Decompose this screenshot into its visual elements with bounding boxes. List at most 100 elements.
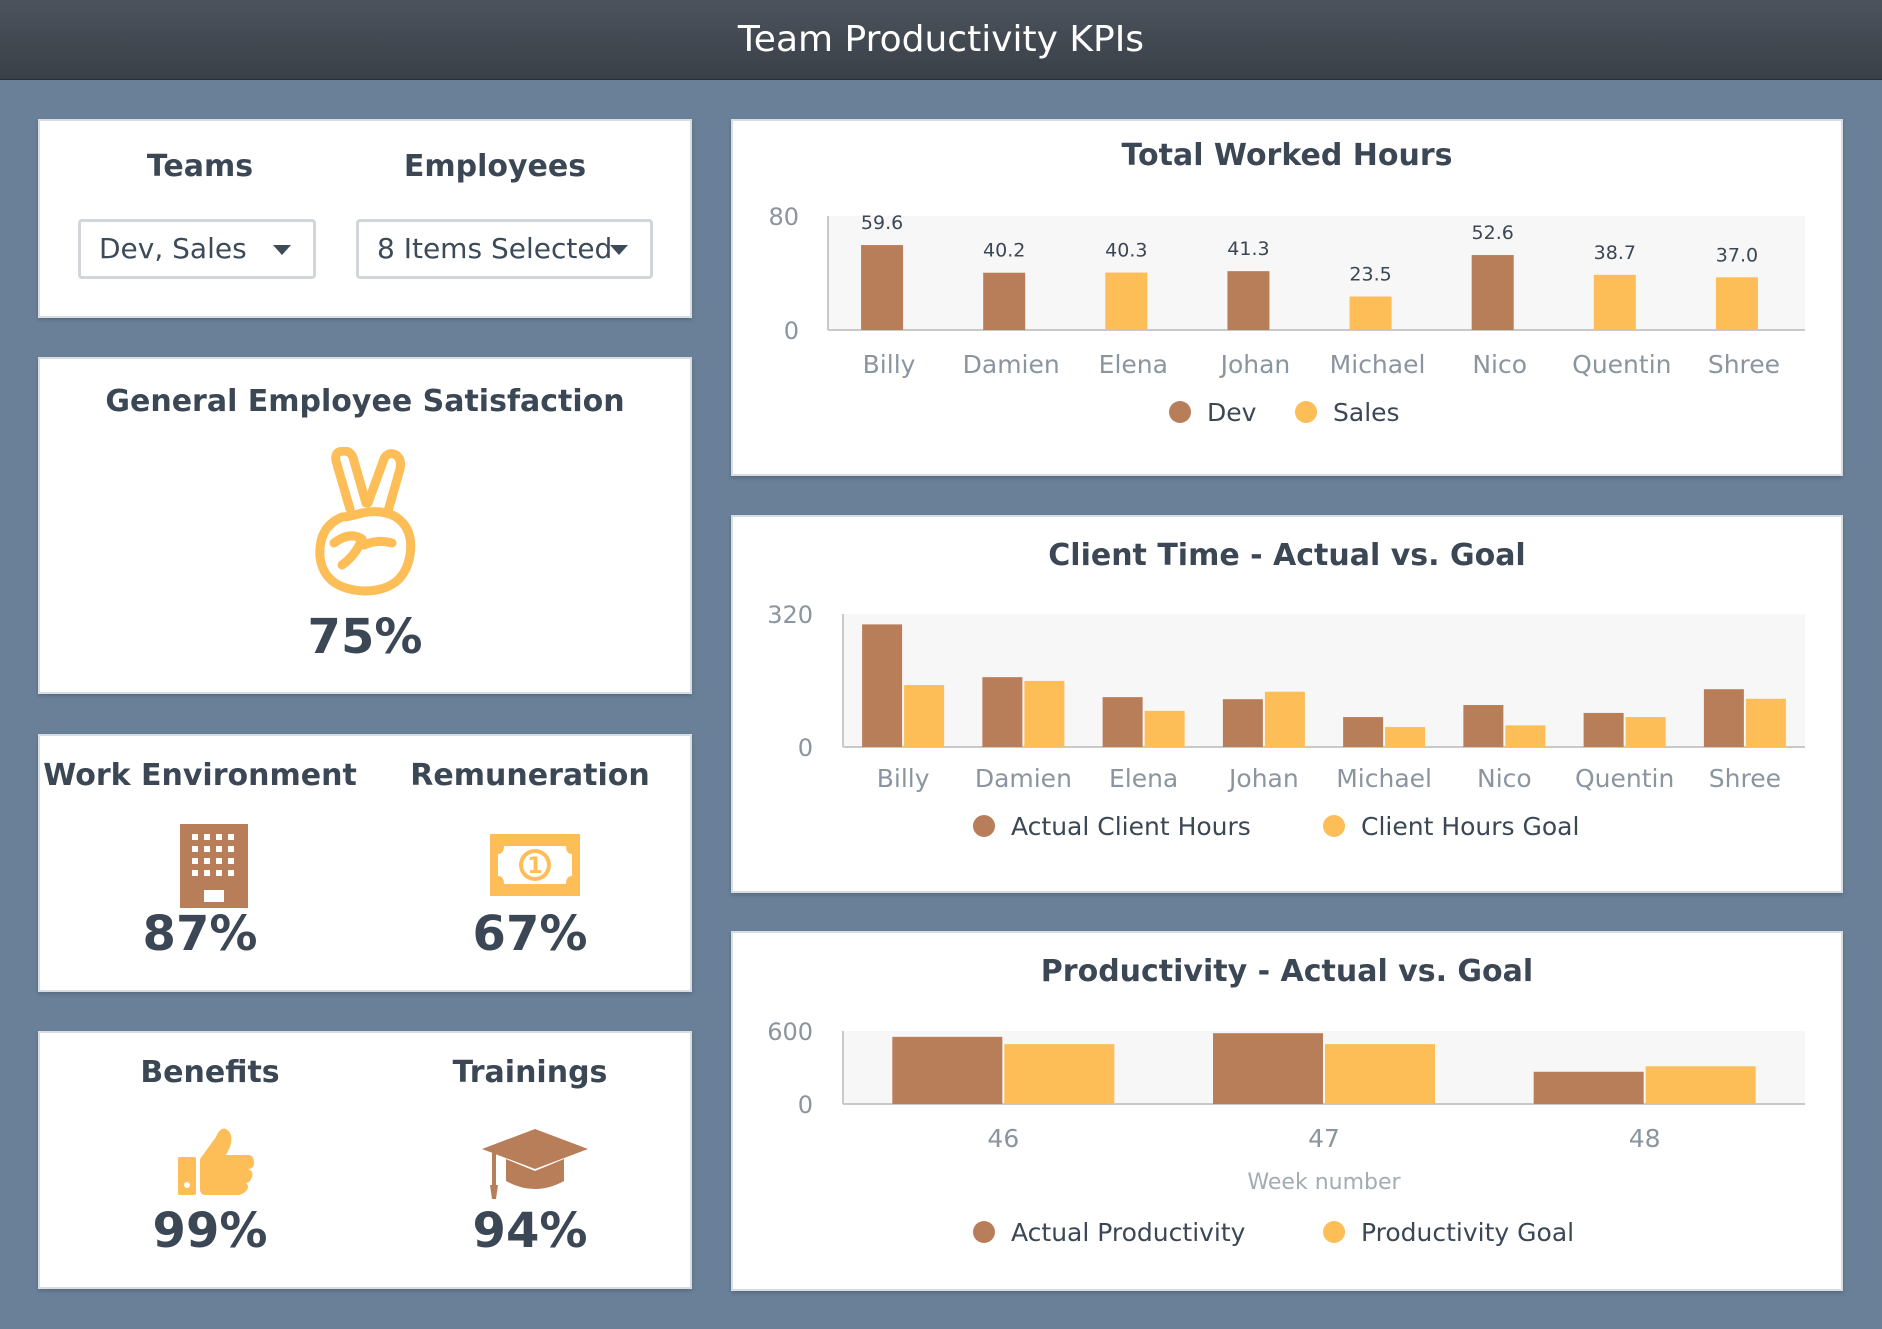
- satisfaction-value: 75%: [307, 609, 423, 665]
- productivity-chart: Productivity - Actual vs. Goal 0 600 46 47 48…: [767, 954, 1805, 1247]
- data-label: 37.0: [1716, 244, 1758, 266]
- legend-marker: [973, 1221, 995, 1243]
- x-tick-label: Billy: [877, 764, 930, 793]
- y-tick-label: 0: [798, 734, 813, 762]
- x-tick-label: Nico: [1472, 350, 1527, 379]
- benefits-value: 99%: [152, 1203, 268, 1259]
- chevron-down-icon: [273, 245, 291, 255]
- y-tick-label: 80: [768, 203, 799, 231]
- satisfaction-title: General Employee Satisfaction: [105, 384, 625, 419]
- x-tick-label: Quentin: [1575, 764, 1674, 793]
- bar: [982, 677, 1023, 747]
- employees-dropdown-value: 8 Items Selected: [377, 232, 613, 265]
- chart-title: Total Worked Hours: [1122, 138, 1453, 173]
- y-tick-label: 0: [798, 1091, 813, 1119]
- data-label: 38.7: [1594, 242, 1636, 264]
- peace-hand-icon: [312, 446, 422, 597]
- bar: [983, 272, 1026, 330]
- x-tick-label: Elena: [1109, 764, 1178, 793]
- employees-dropdown[interactable]: 8 Items Selected: [356, 219, 653, 279]
- bar: [1463, 705, 1504, 747]
- x-tick-label: Shree: [1708, 350, 1780, 379]
- legend-label: Productivity Goal: [1361, 1218, 1574, 1247]
- x-tick-label: Elena: [1099, 350, 1168, 379]
- data-label: 59.6: [861, 212, 903, 234]
- bar: [1343, 717, 1384, 747]
- x-tick-label: Damien: [975, 764, 1072, 793]
- chart-title: Client Time - Actual vs. Goal: [1048, 538, 1525, 573]
- teams-dropdown-value: Dev, Sales: [99, 232, 247, 265]
- x-tick-label: 46: [987, 1124, 1019, 1153]
- client-time-card: Client Time - Actual vs. Goal 0 320 Billy Da…: [731, 515, 1843, 893]
- legend-label: Dev: [1207, 398, 1257, 427]
- x-tick-label: Shree: [1709, 764, 1781, 793]
- chevron-down-icon: [610, 245, 628, 255]
- page-title: Team Productivity KPIs: [737, 19, 1145, 60]
- bar: [1745, 698, 1786, 747]
- x-tick-label: Michael: [1330, 350, 1426, 379]
- bar: [1703, 689, 1744, 747]
- bar: [1505, 725, 1546, 747]
- teams-label: Teams: [146, 149, 254, 184]
- total-worked-hours-chart: Total Worked Hours 0 80 Billy Damien Elena Joh…: [768, 138, 1805, 427]
- remuneration-value: 67%: [472, 906, 588, 962]
- data-label: 40.2: [983, 240, 1025, 262]
- bar: [1715, 277, 1758, 330]
- x-tick-label: Billy: [863, 350, 916, 379]
- bar: [1024, 680, 1065, 747]
- y-tick-label: 0: [784, 317, 799, 345]
- bar: [1264, 691, 1305, 747]
- bar: [861, 245, 904, 330]
- legend-label: Actual Client Hours: [1011, 812, 1251, 841]
- data-label: 52.6: [1472, 222, 1514, 244]
- work-environment-value: 87%: [142, 906, 258, 962]
- work-environment-label: Work Environment: [43, 758, 357, 793]
- bar: [1144, 710, 1185, 747]
- bar: [1222, 699, 1263, 747]
- bar: [1004, 1044, 1115, 1104]
- bar: [1533, 1071, 1644, 1104]
- data-label: 40.3: [1105, 240, 1147, 262]
- y-tick-label: 320: [767, 601, 813, 629]
- bar: [1102, 697, 1143, 747]
- bar: [904, 685, 945, 747]
- bar: [1325, 1044, 1435, 1104]
- x-tick-label: Johan: [1227, 764, 1299, 793]
- dashboard-header: Team Productivity KPIs: [0, 0, 1882, 80]
- bar: [1385, 727, 1426, 747]
- y-tick-label: 600: [767, 1018, 813, 1046]
- banknote-icon: 1: [490, 834, 582, 896]
- chart-title: Productivity - Actual vs. Goal: [1041, 954, 1533, 989]
- work-remuneration-card: Work Environment Remuneration 1 87% 67%: [38, 734, 692, 992]
- bar: [1105, 272, 1148, 330]
- legend-marker: [973, 815, 995, 837]
- x-axis-label: Week number: [1247, 1170, 1401, 1195]
- x-tick-label: Johan: [1219, 350, 1291, 379]
- legend-marker: [1295, 401, 1317, 423]
- svg-text:1: 1: [527, 854, 542, 879]
- x-tick-label: Quentin: [1572, 350, 1671, 379]
- plot-area: [843, 1031, 1805, 1104]
- satisfaction-card: General Employee Satisfaction 75%: [38, 357, 692, 694]
- legend-label: Client Hours Goal: [1361, 812, 1579, 841]
- bar: [1625, 717, 1666, 747]
- benefits-trainings-card: Benefits Trainings 99% 94%: [38, 1031, 692, 1289]
- benefits-label: Benefits: [140, 1055, 280, 1090]
- legend-label: Sales: [1333, 398, 1400, 427]
- productivity-card: Productivity - Actual vs. Goal 0 600 46 47 48…: [731, 931, 1843, 1291]
- remuneration-label: Remuneration: [410, 758, 650, 793]
- total-worked-hours-card: Total Worked Hours 0 80 Billy Damien Elena Joh…: [731, 119, 1843, 476]
- bar: [862, 624, 903, 747]
- legend-marker: [1323, 815, 1345, 837]
- plot-area: [828, 216, 1805, 330]
- filters-card: Teams Employees Dev, Sales 8 Items Selec…: [38, 119, 692, 318]
- bar: [1227, 271, 1270, 330]
- legend-marker: [1323, 1221, 1345, 1243]
- bar: [1593, 274, 1636, 330]
- data-label: 23.5: [1349, 264, 1391, 286]
- bar: [1645, 1066, 1756, 1104]
- teams-dropdown[interactable]: Dev, Sales: [78, 219, 316, 279]
- thumbs-up-icon: [176, 1125, 256, 1201]
- data-label: 41.3: [1227, 238, 1269, 260]
- x-tick-label: Nico: [1477, 764, 1532, 793]
